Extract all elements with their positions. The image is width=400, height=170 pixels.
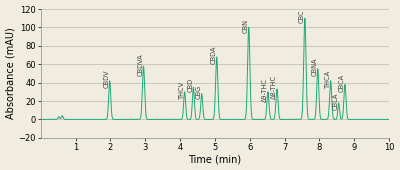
Text: CBDVA: CBDVA [138, 53, 144, 75]
Text: Δ9-THC: Δ9-THC [262, 78, 268, 102]
X-axis label: Time (min): Time (min) [188, 154, 242, 164]
Text: CBG: CBG [196, 85, 202, 99]
Y-axis label: Absorbance (mAU): Absorbance (mAU) [6, 28, 16, 119]
Text: CBDV: CBDV [104, 70, 110, 88]
Text: THCA: THCA [325, 70, 331, 88]
Text: CBC: CBC [299, 10, 305, 23]
Text: CBDA: CBDA [211, 46, 217, 64]
Text: Δ8-THC: Δ8-THC [271, 75, 277, 99]
Text: CBN: CBN [243, 19, 249, 33]
Text: CBLA: CBLA [333, 92, 339, 110]
Text: THCV: THCV [179, 81, 185, 99]
Text: CBD: CBD [187, 78, 193, 92]
Text: CBNA: CBNA [312, 58, 318, 76]
Text: CBCA: CBCA [339, 74, 345, 92]
